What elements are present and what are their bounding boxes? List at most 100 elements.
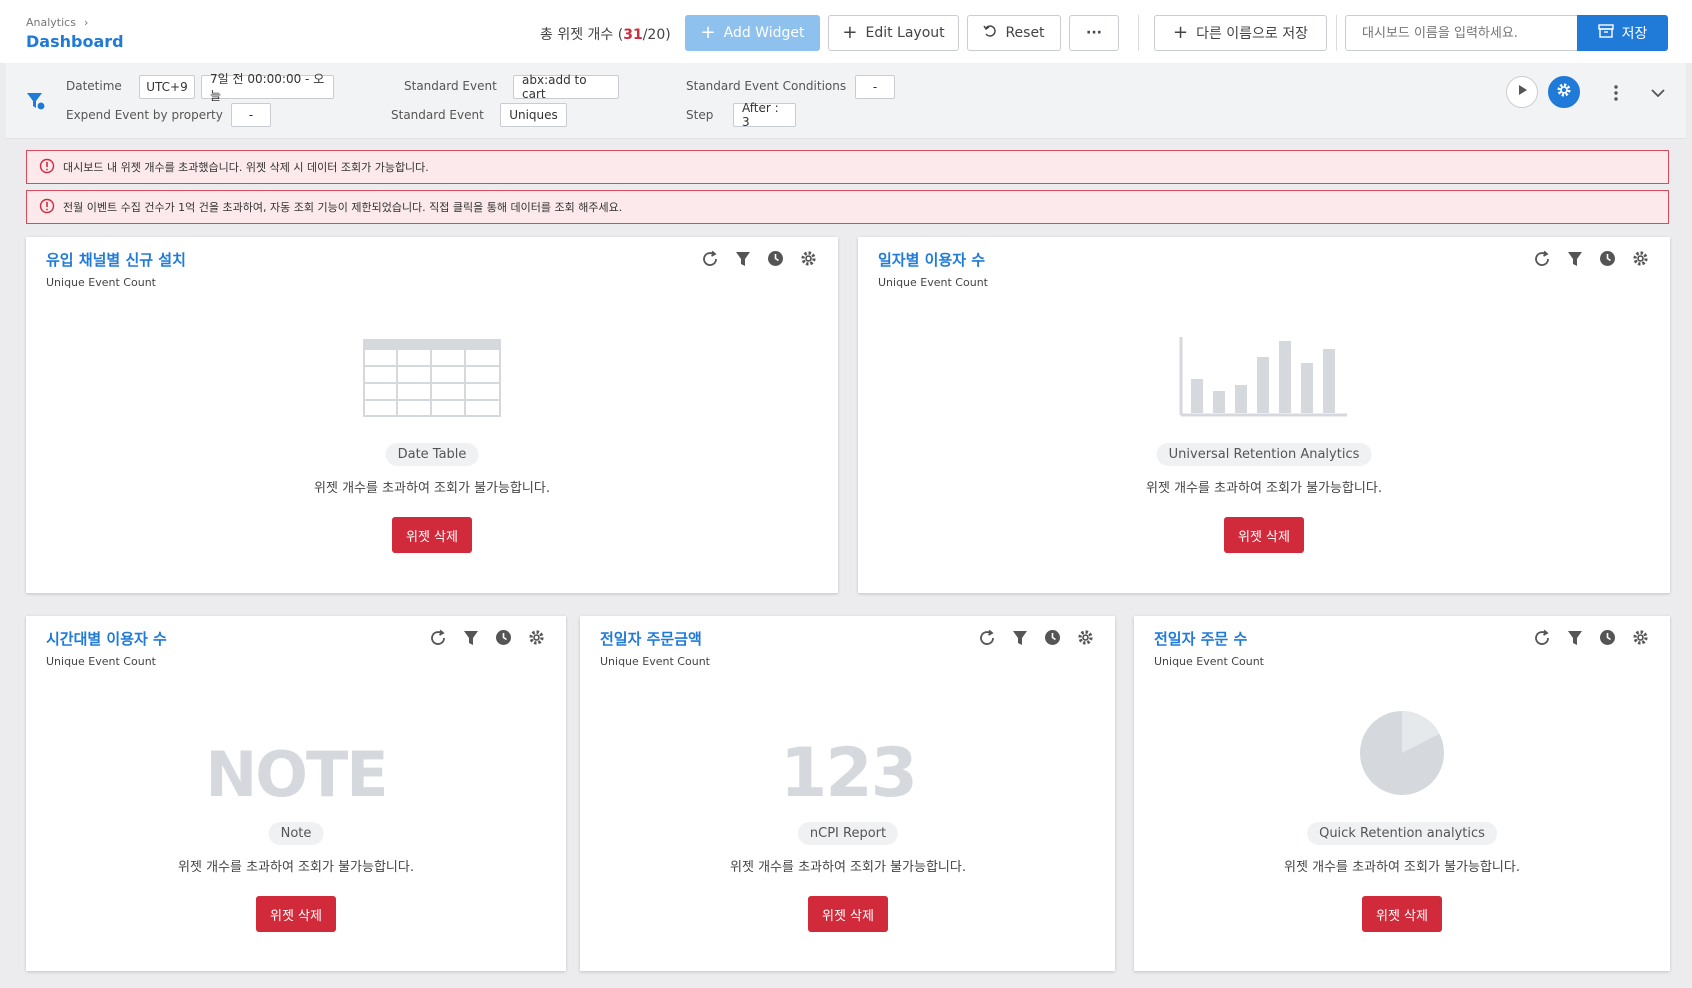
filter-funnel-icon[interactable] (25, 90, 47, 112)
number-placeholder-text: 123 (780, 734, 918, 813)
gear-icon (1556, 82, 1572, 102)
standard-event-value[interactable]: abx:add to cart (513, 73, 619, 101)
refresh-icon[interactable] (428, 628, 447, 647)
delete-widget-button[interactable]: 위젯 삭제 (392, 517, 472, 553)
undo-icon (983, 24, 997, 42)
top-bar: Analytics › Dashboard 총 위젯 개수 (31/20) + A… (0, 0, 1692, 63)
standard-event-label: Standard Event (404, 79, 497, 93)
settings-icon[interactable] (799, 249, 818, 268)
filter-icon[interactable] (1565, 628, 1584, 647)
step-label: Step (686, 108, 714, 122)
widget-subtitle: Unique Event Count (600, 655, 710, 668)
delete-widget-button[interactable]: 위젯 삭제 (1224, 517, 1304, 553)
widget-count-current: 31 (623, 27, 643, 43)
alert-widget-limit: 대시보드 내 위젯 개수를 초과했습니다. 위젯 삭제 시 데이터 조회가 가능… (26, 150, 1669, 184)
kebab-icon[interactable] (1606, 83, 1626, 103)
delete-widget-button[interactable]: 위젯 삭제 (256, 896, 336, 932)
widget-message: 위젯 개수를 초과하여 조회가 불가능합니다. (314, 481, 550, 496)
clock-icon[interactable] (766, 249, 785, 268)
widget-type-badge: Universal Retention Analytics (1156, 443, 1372, 466)
widget-type-badge: Note (268, 822, 324, 845)
edit-layout-button[interactable]: + Edit Layout (828, 15, 959, 51)
reset-button[interactable]: Reset (967, 15, 1061, 51)
widget-card: 시간대별 이용자 수 Unique Event Count NOTE Note … (26, 616, 566, 971)
settings-icon[interactable] (1631, 249, 1650, 268)
clock-icon[interactable] (1598, 628, 1617, 647)
widget-title[interactable]: 시간대별 이용자 수 (46, 630, 167, 648)
plus-icon: + (842, 22, 858, 43)
pie-chart-illustration-icon (1359, 710, 1445, 800)
plus-icon: + (700, 22, 716, 43)
expend-event-label: Expend Event by property (66, 108, 223, 122)
chevron-right-icon: › (83, 16, 89, 29)
settings-button[interactable] (1548, 76, 1580, 108)
widget-type-badge: Quick Retention analytics (1307, 822, 1497, 845)
clock-icon[interactable] (1598, 249, 1617, 268)
play-button[interactable] (1506, 76, 1538, 108)
widget-subtitle: Unique Event Count (46, 276, 156, 289)
settings-icon[interactable] (1631, 628, 1650, 647)
widget-message: 위젯 개수를 초과하여 조회가 불가능합니다. (730, 860, 966, 875)
widget-title[interactable]: 전일자 주문 수 (1154, 630, 1248, 648)
standard-event-uniques-value[interactable]: Uniques (500, 103, 567, 127)
widget-title[interactable]: 유입 채널별 신규 설치 (46, 251, 186, 269)
breadcrumb-analytics[interactable]: Analytics (26, 16, 76, 29)
widget-card: 전일자 주문금액 Unique Event Count 123 nCPI Rep… (580, 616, 1115, 971)
clock-icon[interactable] (1043, 628, 1062, 647)
refresh-icon[interactable] (700, 249, 719, 268)
alert-event-limit: 전월 이벤트 수집 건수가 1억 건을 초과하여, 자동 조회 기능이 제한되었… (26, 190, 1669, 224)
chevron-down-icon[interactable] (1648, 83, 1668, 103)
conditions-label: Standard Event Conditions (686, 79, 847, 93)
widget-toolbar (1532, 249, 1650, 268)
note-placeholder-text: NOTE (205, 738, 388, 811)
widget-title[interactable]: 전일자 주문금액 (600, 630, 702, 648)
filter-icon[interactable] (733, 249, 752, 268)
widget-message: 위젯 개수를 초과하여 조회가 불가능합니다. (178, 860, 414, 875)
widget-message: 위젯 개수를 초과하여 조회가 불가능합니다. (1146, 481, 1382, 496)
conditions-value[interactable]: - (855, 75, 895, 99)
save-button[interactable]: 저장 (1577, 15, 1668, 51)
play-icon (1516, 84, 1528, 100)
delete-widget-button[interactable]: 위젯 삭제 (1362, 896, 1442, 932)
timezone-value[interactable]: UTC+9 (139, 75, 195, 99)
breadcrumb[interactable]: Analytics › (26, 16, 88, 29)
page-title: Dashboard (26, 32, 124, 51)
widget-toolbar (700, 249, 818, 268)
more-button[interactable]: ··· (1069, 15, 1119, 51)
alert-circle-icon (39, 158, 55, 177)
widget-card: 유입 채널별 신규 설치 Unique Event Count Date Tab… (26, 237, 838, 593)
widget-toolbar (977, 628, 1095, 647)
widget-subtitle: Unique Event Count (878, 276, 988, 289)
toolbar-divider (1336, 15, 1337, 51)
dashboard-name-input[interactable] (1345, 15, 1577, 51)
filter-bar: Datetime UTC+9 7일 전 00:00:00 - 오늘 Expend… (6, 63, 1686, 139)
archive-icon (1597, 24, 1614, 42)
step-value[interactable]: After : 3 (733, 101, 796, 129)
save-as-button[interactable]: + 다른 이름으로 저장 (1154, 15, 1327, 51)
refresh-icon[interactable] (1532, 628, 1551, 647)
settings-icon[interactable] (1076, 628, 1095, 647)
plus-icon: + (1172, 22, 1189, 43)
expend-event-value[interactable]: - (231, 103, 271, 127)
widget-type-badge: nCPI Report (797, 822, 899, 845)
date-range-value[interactable]: 7일 전 00:00:00 - 오늘 (201, 72, 334, 103)
add-widget-button[interactable]: + Add Widget (685, 15, 820, 51)
widget-toolbar (1532, 628, 1650, 647)
settings-icon[interactable] (527, 628, 546, 647)
widget-type-badge: Date Table (385, 443, 479, 466)
refresh-icon[interactable] (977, 628, 996, 647)
refresh-icon[interactable] (1532, 249, 1551, 268)
delete-widget-button[interactable]: 위젯 삭제 (808, 896, 888, 932)
widget-title[interactable]: 일자별 이용자 수 (878, 251, 986, 269)
standard-event-label: Standard Event (391, 108, 484, 122)
alert-circle-icon (39, 198, 55, 217)
filter-icon[interactable] (461, 628, 480, 647)
clock-icon[interactable] (494, 628, 513, 647)
bar-chart-illustration-icon (1179, 337, 1349, 421)
widget-toolbar (428, 628, 546, 647)
filter-icon[interactable] (1565, 249, 1584, 268)
widget-card: 전일자 주문 수 Unique Event Count Quick Retent… (1134, 616, 1670, 971)
filter-icon[interactable] (1010, 628, 1029, 647)
widget-count: 총 위젯 개수 (31/20) (540, 27, 671, 43)
toolbar-divider (1138, 15, 1139, 51)
